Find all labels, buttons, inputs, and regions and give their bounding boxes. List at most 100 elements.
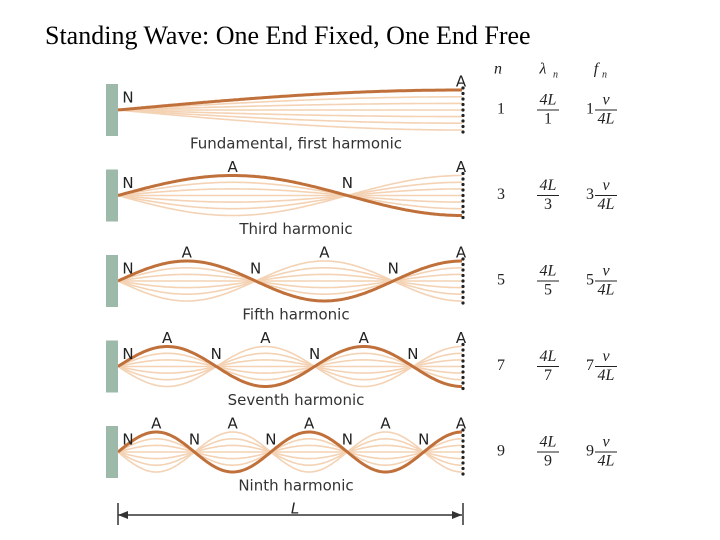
f-den: 4L [598,196,615,213]
free-end-dot [461,279,465,283]
free-end-dot [461,370,465,374]
node-label: A [456,158,467,176]
f-coef: 3 [586,186,594,203]
free-end-dot [461,130,465,134]
free-end-dot [461,444,465,449]
node-label: A [456,415,467,433]
node-label: N [265,431,276,449]
node-label: A [228,158,239,176]
free-end-dot [461,433,465,438]
faint-wave [117,438,462,466]
node-label: N [122,260,133,278]
title: Standing Wave: One End Fixed, One End Fr… [45,21,531,50]
faint-wave [117,438,462,466]
n-header: n [494,61,502,78]
caption: Third harmonic [238,220,352,238]
free-end-dot [461,386,465,391]
f-num: v [602,177,610,194]
faint-wave [117,174,462,217]
faint-wave [117,359,462,374]
free-end-dot [461,91,465,96]
node-label: A [182,244,193,262]
faint-wave [117,109,462,131]
lambda-den: 5 [544,282,552,299]
node-label: A [151,415,162,433]
f-num: v [602,348,610,365]
faint-wave [117,267,462,295]
node-label: A [380,415,391,433]
lambda-num: 4L [540,92,557,109]
node-label: N [342,431,353,449]
free-end-dot [461,455,465,460]
node-label: A [304,415,315,433]
faint-wave [117,188,462,203]
faint-wave [117,260,462,302]
caption: Fundamental, first harmonic [190,135,402,153]
node-label: N [122,345,133,363]
faint-wave [117,267,462,295]
node-label: N [388,260,399,278]
faint-wave [117,352,462,381]
wall [106,84,118,136]
f-num: v [602,92,610,109]
harmonic-number: 7 [497,357,505,374]
faint-wave [117,444,462,460]
faint-wave [117,273,462,289]
lambda-den: 1 [544,111,552,128]
harmonic-number: 3 [497,186,505,203]
wave [117,88,462,112]
node-label: A [359,329,370,347]
free-end-dot [461,364,465,369]
node-label: N [122,89,133,107]
faint-wave [117,109,462,124]
wave [117,345,462,388]
f-num: v [602,434,610,451]
free-end-dot [461,439,465,443]
f-header: f [594,61,601,78]
free-end-dot [461,359,465,363]
free-end-dot [461,466,465,471]
f-den: 4L [598,111,615,128]
faint-wave [117,431,462,473]
f-coef: 1 [586,101,594,118]
faint-wave [117,188,462,203]
lambda-header: λ [539,61,547,78]
wave [117,430,462,474]
faint-wave [117,444,462,460]
free-end-dot [461,301,465,305]
lambda-num: 4L [540,348,557,365]
free-end-dot [461,375,465,380]
f-coef: 9 [586,443,594,460]
caption: Seventh harmonic [228,391,365,409]
free-end-dot [461,262,465,267]
free-end-dot [461,257,465,261]
faint-wave [117,273,462,289]
free-end-dot [461,199,465,203]
node-label: A [319,244,330,262]
node-label: A [228,415,239,433]
node-label: N [309,345,320,363]
harmonic-number: 5 [497,272,505,289]
wall [106,426,118,478]
free-end-dot [461,188,465,192]
node-label: N [122,174,133,192]
node-label: N [189,431,200,449]
harmonic-number: 9 [497,443,505,460]
f-num: v [602,263,610,280]
f-den: 4L [598,282,615,299]
lambda-num: 4L [540,263,557,280]
lambda-sub: n [553,69,558,80]
free-end-dot [461,295,465,300]
free-end-dot [461,353,465,358]
free-end-dot [461,268,465,272]
faint-wave [117,181,462,210]
node-label: N [418,431,429,449]
faint-wave [117,359,462,374]
free-end-dot [461,182,465,187]
harmonic-number: 1 [497,101,505,118]
node-label: A [162,329,173,347]
free-end-dot [461,113,465,118]
node-label: N [211,345,222,363]
free-end-dot [461,215,465,220]
